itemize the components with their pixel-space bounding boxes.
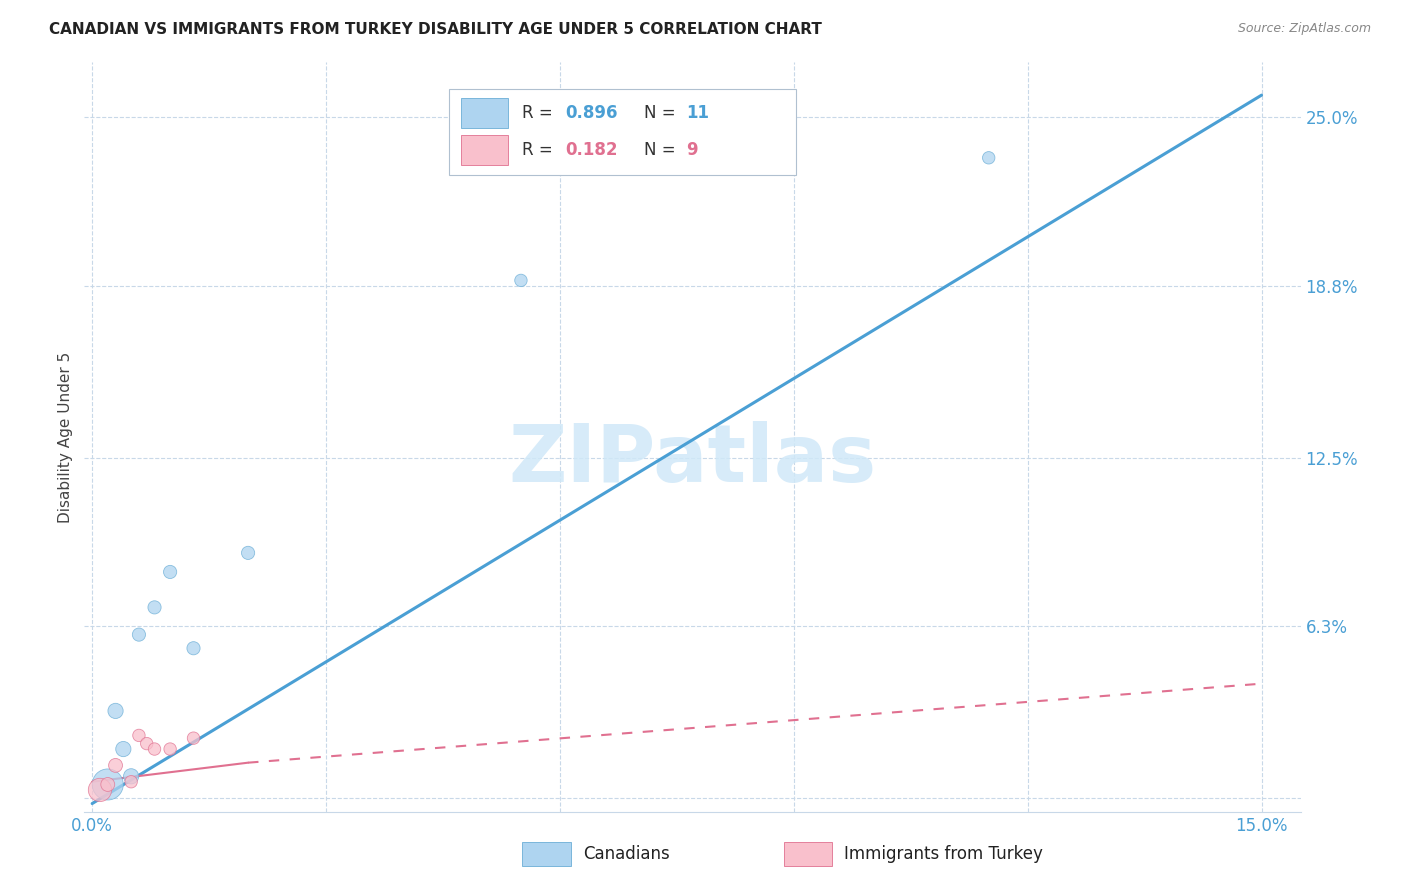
- Point: [89, 783, 111, 797]
- Point: [97, 777, 120, 791]
- Point: [977, 151, 1000, 165]
- Point: [159, 565, 181, 579]
- Point: [135, 737, 157, 751]
- Text: R =: R =: [522, 141, 558, 159]
- Y-axis label: Disability Age Under 5: Disability Age Under 5: [58, 351, 73, 523]
- Text: N =: N =: [644, 141, 681, 159]
- FancyBboxPatch shape: [783, 842, 832, 866]
- Text: 11: 11: [686, 103, 710, 121]
- FancyBboxPatch shape: [461, 135, 508, 165]
- Text: ZIPatlas: ZIPatlas: [509, 420, 876, 499]
- Text: Immigrants from Turkey: Immigrants from Turkey: [845, 846, 1043, 863]
- Point: [183, 731, 205, 746]
- FancyBboxPatch shape: [461, 97, 508, 128]
- Text: Source: ZipAtlas.com: Source: ZipAtlas.com: [1237, 22, 1371, 36]
- FancyBboxPatch shape: [522, 842, 571, 866]
- Point: [120, 769, 142, 783]
- Point: [120, 774, 142, 789]
- Text: 0.896: 0.896: [565, 103, 617, 121]
- Point: [143, 600, 166, 615]
- Point: [183, 641, 205, 656]
- FancyBboxPatch shape: [450, 88, 796, 175]
- Text: 9: 9: [686, 141, 697, 159]
- Point: [104, 704, 127, 718]
- Point: [510, 273, 533, 287]
- Point: [97, 777, 120, 791]
- Point: [143, 742, 166, 756]
- Text: CANADIAN VS IMMIGRANTS FROM TURKEY DISABILITY AGE UNDER 5 CORRELATION CHART: CANADIAN VS IMMIGRANTS FROM TURKEY DISAB…: [49, 22, 823, 37]
- Text: N =: N =: [644, 103, 681, 121]
- Point: [104, 758, 127, 772]
- Point: [128, 627, 150, 641]
- Point: [159, 742, 181, 756]
- Point: [236, 546, 259, 560]
- Point: [112, 742, 135, 756]
- Text: R =: R =: [522, 103, 558, 121]
- Text: Canadians: Canadians: [583, 846, 669, 863]
- Point: [128, 728, 150, 742]
- Text: 0.182: 0.182: [565, 141, 617, 159]
